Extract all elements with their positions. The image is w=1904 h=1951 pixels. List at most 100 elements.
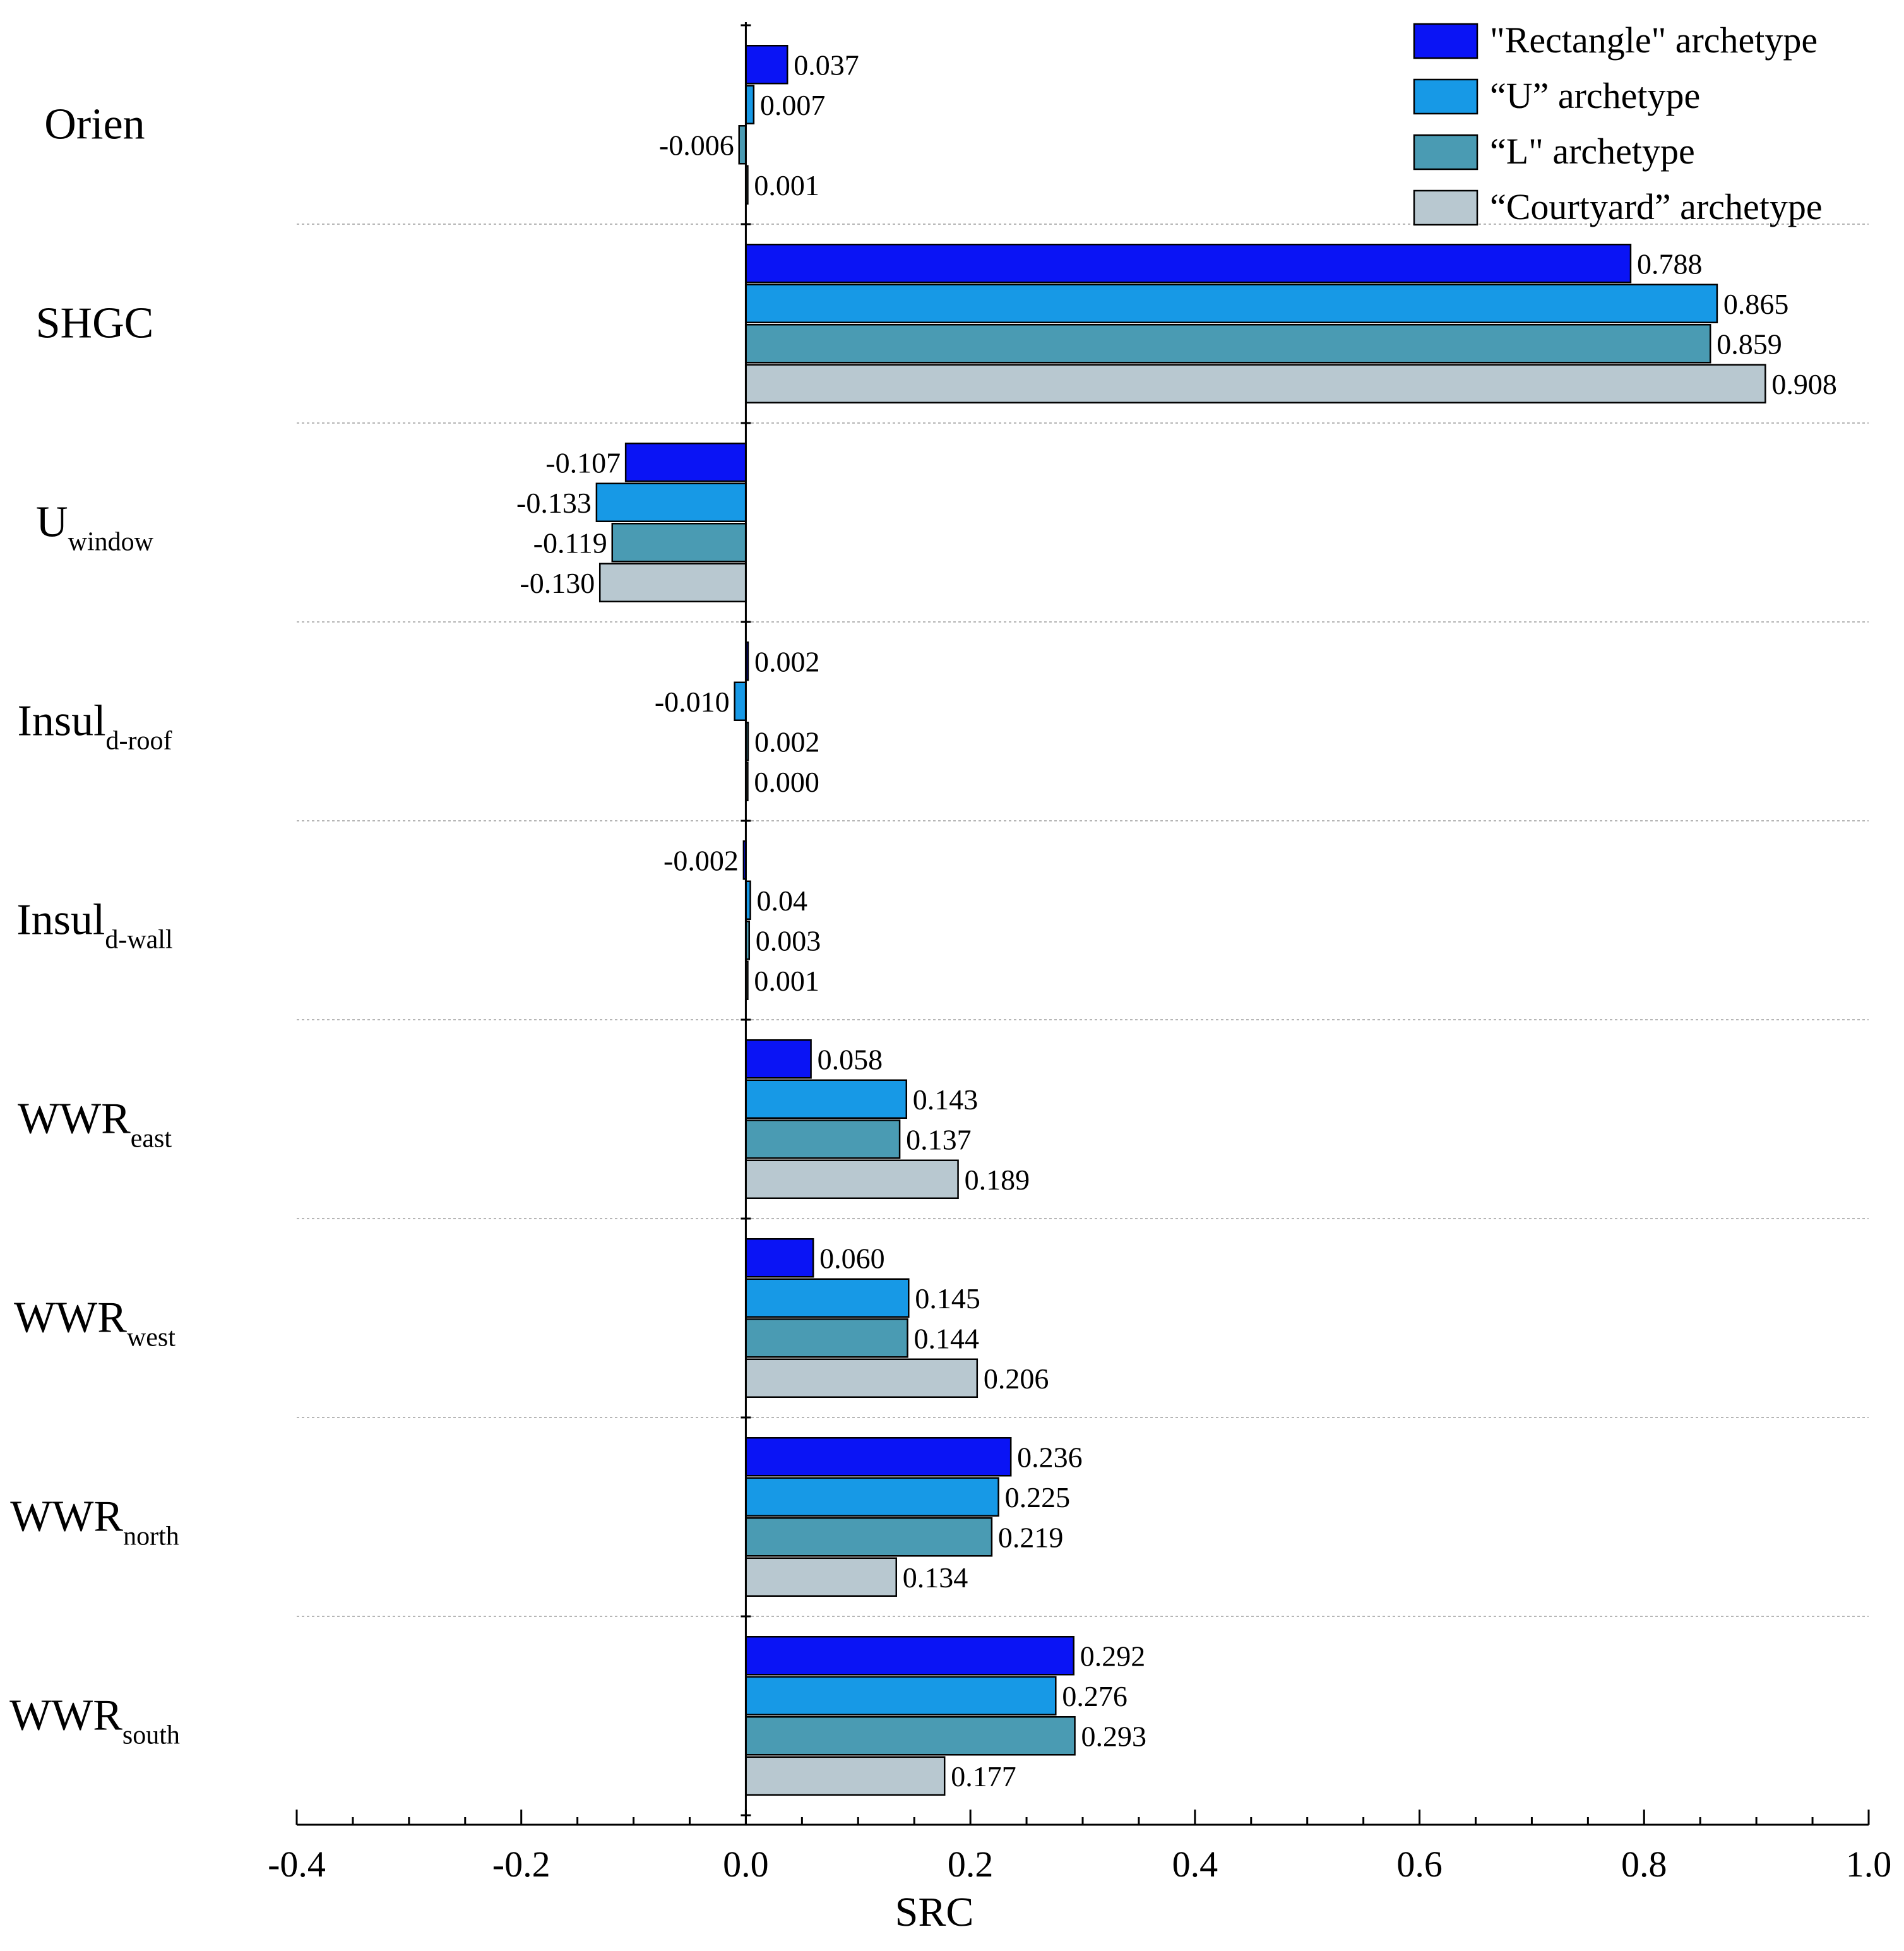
value-label: 0.001 — [754, 965, 819, 997]
bar — [745, 1716, 1076, 1756]
value-label: -0.006 — [659, 129, 734, 161]
legend-label: “L" archetype — [1490, 131, 1695, 172]
category-labels-group: OrienSHGCUwindowInsuld-roofInsuld-wallWW… — [9, 100, 180, 1750]
bar — [745, 1756, 946, 1796]
value-label: 0.859 — [1717, 328, 1782, 360]
legend-swatch — [1413, 189, 1479, 226]
value-label: -0.133 — [516, 487, 592, 519]
value-label: 0.225 — [1005, 1481, 1071, 1513]
x-tick-label: -0.2 — [492, 1844, 550, 1885]
category-main: Orien — [44, 100, 145, 149]
bar — [745, 1517, 993, 1557]
category-label: WWReast — [18, 1095, 172, 1154]
bar — [745, 1477, 999, 1517]
group-separators — [297, 224, 1869, 1617]
value-label: -0.119 — [533, 527, 607, 559]
value-label: 0.189 — [965, 1164, 1030, 1196]
category-subscript: window — [68, 528, 154, 557]
value-label: -0.010 — [655, 686, 730, 718]
x-axis-title: SRC — [895, 1889, 974, 1935]
bar — [598, 563, 747, 602]
category-label: Insuld-wall — [16, 896, 172, 955]
bar — [745, 364, 1766, 403]
value-label: 0.002 — [754, 645, 820, 677]
legend: "Rectangle" archetype “U” archetype “L" ar… — [1413, 20, 1823, 227]
bar — [745, 1238, 814, 1278]
category-main: U — [36, 498, 68, 547]
value-label: 0.788 — [1637, 248, 1703, 280]
value-label: 0.143 — [913, 1083, 979, 1116]
value-label: -0.002 — [663, 844, 739, 876]
value-label: -0.107 — [545, 446, 621, 479]
value-label: 0.137 — [906, 1123, 972, 1155]
category-main: WWR — [10, 1493, 123, 1541]
category-main: Insul — [16, 896, 105, 945]
category-label: Insuld-roof — [18, 697, 172, 756]
bar — [745, 1159, 959, 1199]
category-label: SHGC — [36, 299, 154, 348]
category-main: SHGC — [36, 299, 154, 348]
x-axis-group: -0.4 -0.2 0.0 0.2 0.4 0.6 0.8 1.0 — [268, 1810, 1891, 1885]
category-label: Orien — [44, 100, 145, 149]
category-label: Uwindow — [36, 498, 154, 557]
x-tick-label: 0.0 — [723, 1844, 769, 1885]
value-labels-group: 0.037 0.007 -0.006 0.001 0.788 0.865 0.859 0.90… — [516, 49, 1837, 1793]
x-tick-label: 0.4 — [1172, 1844, 1218, 1885]
value-label: 0.007 — [760, 89, 826, 121]
legend-label: "Rectangle" archetype — [1490, 20, 1818, 61]
bar — [745, 324, 1711, 364]
bar — [745, 1437, 1012, 1477]
category-main: WWR — [14, 1294, 127, 1342]
bar — [745, 1636, 1075, 1676]
value-label: 0.04 — [757, 885, 808, 917]
value-label: 0.292 — [1080, 1640, 1146, 1672]
value-label: 0.276 — [1062, 1680, 1128, 1712]
bar — [624, 443, 747, 482]
bar — [745, 283, 1718, 323]
bar — [745, 1358, 979, 1398]
legend-swatch — [1413, 78, 1479, 115]
value-label: -0.130 — [520, 567, 595, 599]
x-tick-label: 0.6 — [1396, 1844, 1443, 1885]
x-tick-label: 1.0 — [1846, 1844, 1892, 1885]
bar — [745, 1557, 898, 1597]
bar — [734, 681, 747, 721]
bar — [745, 1079, 908, 1119]
bar — [611, 523, 747, 563]
bar — [745, 1318, 908, 1358]
category-subscript: north — [123, 1522, 179, 1551]
value-label: 0.001 — [754, 169, 819, 201]
value-label: 0.060 — [819, 1242, 885, 1274]
x-tick-label: 0.2 — [948, 1844, 994, 1885]
x-tick-label: 0.8 — [1621, 1844, 1667, 1885]
category-subscript: south — [122, 1721, 180, 1750]
bar — [745, 1278, 910, 1318]
legend-swatch — [1413, 134, 1479, 170]
bar — [745, 45, 788, 85]
bars-group — [595, 45, 1766, 1796]
category-main: Insul — [18, 697, 106, 746]
value-label: 0.219 — [998, 1521, 1064, 1553]
legend-label: “Courtyard” archetype — [1490, 186, 1823, 227]
value-label: 0.134 — [903, 1561, 968, 1594]
value-label: 0.002 — [754, 725, 820, 758]
legend-label: “U” archetype — [1490, 75, 1700, 116]
category-main: WWR — [18, 1095, 131, 1143]
bar — [745, 85, 755, 124]
value-label: 0.865 — [1723, 288, 1789, 320]
value-label: 0.058 — [818, 1043, 883, 1075]
category-subscript: east — [131, 1125, 172, 1154]
value-label: 0.293 — [1081, 1720, 1147, 1752]
category-subscript: d-wall — [105, 926, 172, 955]
x-tick-label: -0.4 — [268, 1844, 326, 1885]
value-label: 0.000 — [754, 766, 819, 798]
category-label: WWRnorth — [10, 1493, 179, 1551]
zero-axis-group — [741, 22, 751, 1825]
bar — [738, 125, 747, 165]
bar — [595, 482, 747, 522]
category-label: WWRsouth — [9, 1691, 180, 1750]
value-label: 0.206 — [984, 1363, 1049, 1395]
value-label: 0.144 — [914, 1322, 980, 1354]
bar — [745, 1039, 812, 1079]
